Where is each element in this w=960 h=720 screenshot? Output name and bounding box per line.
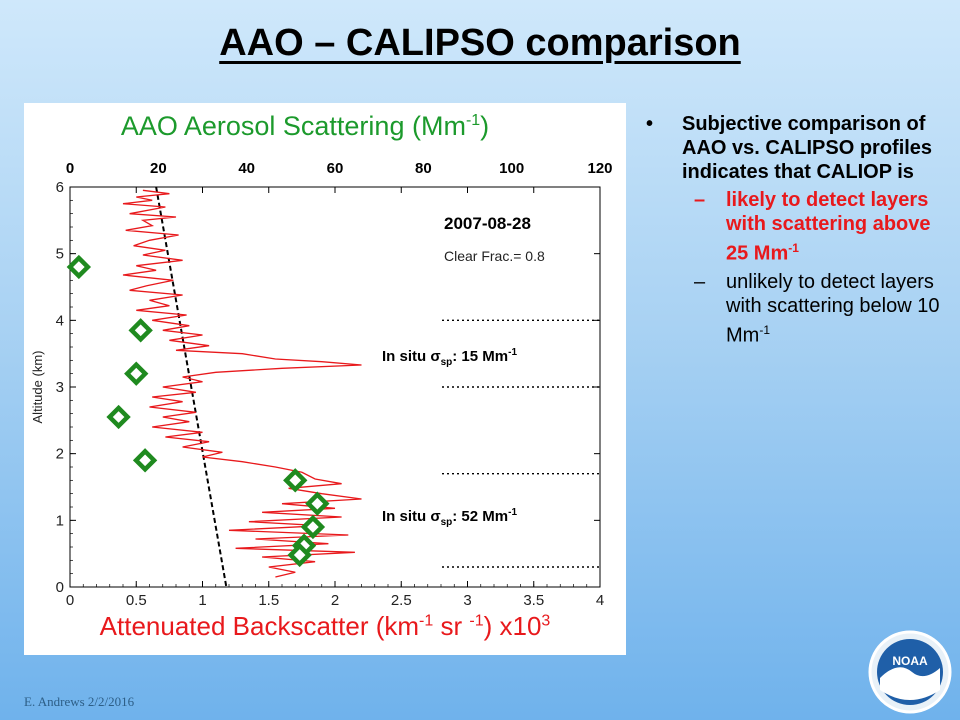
insitu-point: [124, 361, 149, 386]
top-tick-label: 100: [499, 160, 524, 177]
insitu-point: [128, 318, 153, 343]
bullet-sub-likely: – likely to detect layers with scattering…: [694, 189, 931, 265]
plot-frame: [69, 186, 601, 588]
top-tick-label: 120: [587, 160, 612, 177]
fit-line: [155, 186, 228, 588]
bottom-tick-label: 3: [463, 592, 471, 609]
chart-panel: AAO Aerosol Scattering (Mm-1) 0 0.5 1 1.5 2 2…: [24, 103, 626, 655]
y-tick-label: 0: [56, 579, 64, 596]
y-tick-label: 4: [56, 312, 64, 329]
backscatter-profile-line: [122, 189, 362, 578]
y-tick-label: 1: [56, 512, 64, 529]
y-tick-label: 5: [56, 246, 64, 263]
bullet-sub-unlikely: – unlikely to detect layers with scatteri…: [694, 270, 940, 347]
bottom-tick-label: 1: [198, 592, 206, 609]
footer-credit: E. Andrews 2/2/2016: [24, 694, 135, 709]
top-tick-label: 40: [238, 160, 255, 177]
bottom-tick-label: 2: [331, 592, 339, 609]
top-tick-label: 20: [150, 160, 167, 177]
insitu-point: [106, 404, 131, 430]
bottom-tick-label: 1.5: [258, 592, 279, 609]
top-tick-strip: [56, 153, 616, 181]
y-tick-label: 2: [56, 446, 64, 463]
top-tick-label: 80: [415, 160, 432, 177]
bullet-list: • Subjective comparison of AAO vs. CALIPS…: [646, 112, 946, 347]
insitu-point: [305, 491, 330, 516]
y-tick-label: 6: [56, 179, 64, 196]
top-tick-label: 0: [66, 160, 74, 177]
bottom-tick-label: 2.5: [391, 592, 412, 609]
top-tick-label: 60: [327, 160, 344, 177]
logo-text: NOAA: [892, 654, 928, 668]
bottom-tick-label: 0: [66, 592, 74, 609]
slide-title: AAO – CALIPSO comparison: [219, 22, 741, 64]
top-axis-title: AAO Aerosol Scattering (Mm-1): [120, 111, 490, 141]
bottom-tick-label: 0.5: [126, 592, 147, 609]
bottom-tick-label: 4: [596, 592, 604, 609]
y-tick-label: 3: [56, 379, 64, 396]
insitu-lower-label: In situ σsp: 52 Mm-1: [382, 507, 517, 528]
bullet-main: • Subjective comparison of AAO vs. CALIPS…: [646, 113, 933, 183]
insitu-point: [300, 514, 326, 540]
bottom-tick-label: 3.5: [523, 592, 544, 609]
insitu-point: [132, 448, 158, 473]
date-label: 2007-08-28: [444, 214, 531, 233]
insitu-point: [66, 254, 92, 280]
bottom-axis-title: Attenuated Backscatter (km-1 sr -1) x103: [99, 611, 551, 641]
insitu-upper-label: In situ σsp: 15 Mm-1: [382, 347, 517, 368]
noaa-logo-icon: NOAA: [868, 630, 952, 714]
profile-chart: 0 0.5 1 1.5 2 2.5 3 3.5 40 20 40 60 80 100 1200123456A…: [30, 153, 616, 609]
insitu-point: [287, 542, 312, 568]
clear-frac-label: Clear Frac.= 0.8: [444, 248, 545, 264]
y-axis-title: Altitude (km): [30, 351, 45, 424]
insitu-point: [283, 468, 308, 493]
